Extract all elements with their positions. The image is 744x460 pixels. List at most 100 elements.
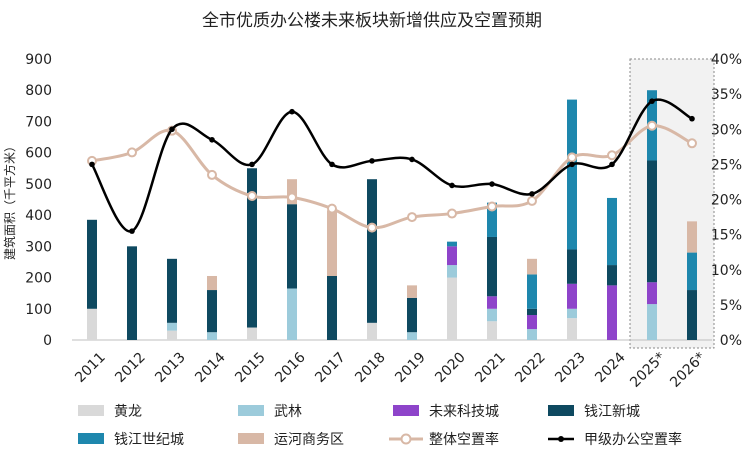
x-tick-label: 2019 bbox=[392, 349, 429, 386]
overall-vacancy-point bbox=[567, 152, 577, 163]
legend-swatch bbox=[238, 405, 264, 416]
legend-label: 武林 bbox=[274, 404, 302, 420]
legend-swatch bbox=[78, 433, 104, 444]
bar-segment bbox=[567, 249, 577, 284]
x-tick-label: 2024 bbox=[592, 349, 629, 386]
overall-vacancy-point bbox=[287, 192, 297, 203]
grade-a-vacancy-point bbox=[609, 161, 615, 168]
y2-tick-label: 35% bbox=[711, 87, 742, 103]
y2-tick-label: 20% bbox=[711, 193, 742, 209]
y-tick-label: 700 bbox=[25, 114, 52, 130]
overall-vacancy-point bbox=[527, 195, 537, 206]
grade-a-vacancy-point bbox=[329, 161, 335, 168]
grade-a-vacancy-point bbox=[89, 161, 95, 168]
y2-tick-label: 0% bbox=[720, 333, 742, 349]
bar-segment bbox=[287, 288, 297, 340]
x-tick-label: 2023 bbox=[552, 349, 589, 386]
bar-segment bbox=[487, 236, 497, 297]
grade-a-vacancy-point bbox=[209, 136, 215, 143]
y-tick-label: 100 bbox=[25, 302, 52, 318]
x-tick-label: 2017 bbox=[312, 349, 349, 386]
overall-vacancy-point bbox=[407, 212, 417, 223]
bar-segment bbox=[167, 330, 177, 340]
bar-segment bbox=[167, 258, 177, 323]
grade-a-vacancy-point bbox=[569, 161, 575, 168]
legend-label: 整体空置率 bbox=[429, 431, 499, 448]
grade-a-vacancy-point bbox=[489, 181, 495, 187]
bar-segment bbox=[687, 290, 697, 340]
forecast-highlight-box bbox=[629, 58, 715, 349]
bar-segment bbox=[367, 322, 377, 340]
x-tick-label: 2016 bbox=[272, 349, 309, 386]
bar-segment bbox=[287, 204, 297, 289]
overall-vacancy-point bbox=[127, 147, 137, 158]
bar-segment bbox=[527, 258, 537, 275]
y2-tick-label: 10% bbox=[711, 263, 742, 279]
bar-segment bbox=[527, 315, 537, 330]
y-axis-title: 建筑面积（千平方米） bbox=[2, 140, 17, 260]
y-tick-label: 300 bbox=[25, 239, 52, 255]
overall-vacancy-point bbox=[607, 150, 617, 161]
legend-label: 黄龙 bbox=[114, 403, 142, 420]
bar-segment bbox=[407, 285, 417, 298]
bar-segment bbox=[87, 219, 97, 309]
right-axis-ticks: 0% 5% 10% 15% 20% 25% 30% 35% 40% bbox=[711, 52, 742, 349]
y-tick-label: 0 bbox=[43, 333, 52, 349]
overall-vacancy-point bbox=[207, 169, 217, 180]
x-tick-label: 2018 bbox=[352, 349, 389, 386]
bar-segment bbox=[567, 283, 577, 309]
y2-tick-label: 30% bbox=[711, 122, 742, 138]
bar-segment bbox=[407, 332, 417, 340]
bar-segment bbox=[247, 327, 257, 340]
legend-swatch bbox=[548, 405, 574, 416]
x-axis-ticks: 2011 2012 2013 2014 2015 2016 2017 2018 2019 2020… bbox=[72, 349, 709, 391]
x-tick-label: 2011 bbox=[72, 349, 109, 386]
bar-segment bbox=[567, 318, 577, 340]
x-tick-label: 2020 bbox=[432, 349, 469, 386]
legend-label: 钱江世纪城 bbox=[114, 432, 184, 448]
y-tick-label: 200 bbox=[25, 271, 52, 287]
bar-segment bbox=[367, 179, 377, 323]
x-tick-label: 2026* bbox=[667, 349, 708, 390]
x-tick-label: 2025* bbox=[627, 349, 668, 390]
x-tick-label: 2013 bbox=[152, 349, 189, 386]
overall-vacancy-point bbox=[487, 201, 497, 212]
overall-vacancy-point bbox=[687, 138, 697, 149]
x-tick-label: 2014 bbox=[192, 349, 229, 386]
left-axis-ticks: 0 100 200 300 400 500 600 700 800 900 bbox=[25, 52, 52, 349]
bar-segment bbox=[487, 321, 497, 340]
legend-swatch bbox=[393, 405, 419, 416]
overall-vacancy-point bbox=[447, 208, 457, 219]
bar-segment bbox=[527, 274, 537, 309]
legend-label: 钱江新城 bbox=[584, 404, 640, 420]
bar-segment bbox=[527, 329, 537, 340]
bar-segment bbox=[127, 246, 137, 340]
grade-a-vacancy-point bbox=[409, 156, 415, 163]
grade-a-vacancy-point bbox=[649, 98, 655, 104]
bar-segment bbox=[607, 265, 617, 286]
grade-a-vacancy-point bbox=[249, 161, 255, 168]
bar-segment bbox=[87, 308, 97, 340]
overall-vacancy-point bbox=[327, 203, 337, 214]
y2-tick-label: 40% bbox=[711, 52, 742, 68]
y2-tick-label: 5% bbox=[720, 298, 742, 314]
bars-group bbox=[87, 90, 697, 340]
bar-segment bbox=[327, 275, 337, 340]
y-tick-label: 900 bbox=[25, 52, 52, 68]
bar-segment bbox=[447, 241, 457, 247]
legend-label: 运河商务区 bbox=[274, 432, 344, 448]
bar-segment bbox=[487, 202, 497, 237]
grade-a-vacancy-point bbox=[289, 108, 295, 115]
bar-segment bbox=[687, 221, 697, 253]
bar-segment bbox=[407, 297, 417, 333]
legend-marker bbox=[558, 436, 564, 442]
bar-segment bbox=[687, 252, 697, 291]
bar-segment bbox=[487, 308, 497, 322]
bar-segment bbox=[207, 332, 217, 340]
bar-segment bbox=[527, 308, 537, 316]
bar-segment bbox=[447, 277, 457, 340]
bar-segment bbox=[567, 99, 577, 250]
x-tick-label: 2022 bbox=[512, 349, 549, 386]
overall-vacancy-point bbox=[647, 120, 657, 131]
